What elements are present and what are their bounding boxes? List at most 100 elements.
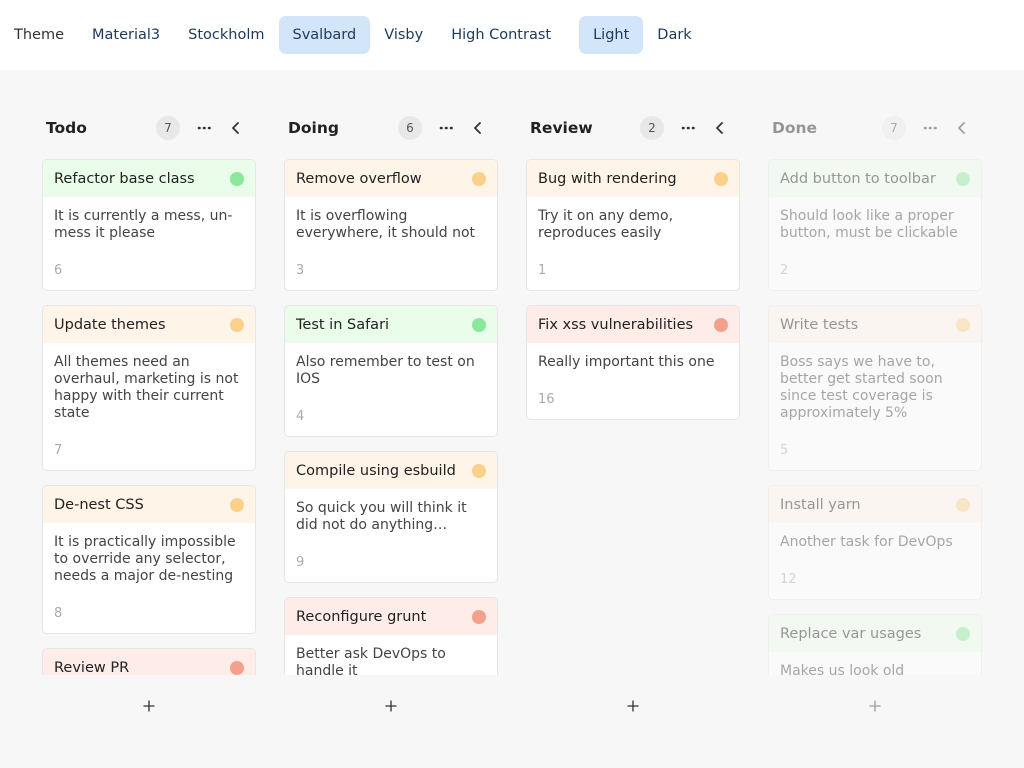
- status-dot: [230, 497, 244, 512]
- collapse-button[interactable]: [466, 116, 490, 140]
- status-dot: [472, 317, 486, 332]
- column-header: Done 7: [768, 110, 982, 146]
- card-header: Update themes: [43, 306, 255, 343]
- card[interactable]: Compile using esbuild So quick you will t…: [284, 451, 498, 583]
- card-header: Fix xss vulnerabilities: [527, 306, 739, 343]
- card-count: 7: [882, 116, 906, 140]
- theme-button[interactable]: High Contrast: [451, 27, 552, 43]
- card-text: It is overflowing everywhere, it should …: [296, 208, 476, 241]
- card-header: Write tests: [769, 306, 981, 343]
- card-title: De-nest CSS: [54, 496, 144, 513]
- card-text: Should look like a proper button, must b…: [780, 208, 958, 241]
- card-header: Install yarn: [769, 486, 981, 523]
- more-button[interactable]: [676, 116, 700, 140]
- card-body: Better ask DevOps to handle it: [285, 635, 497, 675]
- card[interactable]: Write tests Boss says we have to, better …: [768, 305, 982, 471]
- add-card-button[interactable]: [381, 696, 401, 716]
- card-text: Better ask DevOps to handle it: [296, 646, 446, 675]
- more-button[interactable]: [918, 116, 942, 140]
- card-title: Review PR: [54, 659, 130, 676]
- status-dot: [230, 317, 244, 332]
- theme-button[interactable]: Svalbard: [278, 16, 371, 54]
- card-title: Fix xss vulnerabilities: [538, 316, 694, 333]
- add-card-button[interactable]: [139, 696, 159, 716]
- add-card-button[interactable]: [623, 696, 643, 716]
- card-count: 2: [640, 116, 664, 140]
- status-dot: [472, 171, 486, 186]
- card-header: Add button to toolbar: [769, 160, 981, 197]
- card-body: So quick you will think it did not do an…: [285, 489, 497, 582]
- card-number: 3: [296, 263, 305, 278]
- column-header: Doing 6: [284, 110, 498, 146]
- card-number: 8: [54, 606, 63, 621]
- column: Todo 7 Refactor base class It is currently …: [42, 110, 256, 730]
- card[interactable]: Review PR: [42, 648, 256, 675]
- card-number: 7: [54, 443, 63, 458]
- card-title: Test in Safari: [296, 316, 390, 333]
- card-text: Really important this one: [538, 354, 715, 370]
- card[interactable]: Fix xss vulnerabilities Really important …: [526, 305, 740, 420]
- collapse-button[interactable]: [224, 116, 248, 140]
- collapse-button[interactable]: [708, 116, 732, 140]
- card-list: Bug with rendering Try it on any demo, re…: [526, 159, 740, 675]
- mode-button[interactable]: Dark: [657, 27, 692, 43]
- status-dot: [230, 660, 244, 675]
- status-dot: [472, 463, 486, 478]
- card-title: Replace var usages: [780, 625, 922, 642]
- card-header: Refactor base class: [43, 160, 255, 197]
- card-text: Also remember to test on IOS: [296, 354, 475, 387]
- more-button[interactable]: [192, 116, 216, 140]
- column-title: Doing: [288, 119, 339, 137]
- card-text: So quick you will think it did not do an…: [296, 500, 467, 533]
- card-number: 6: [54, 263, 63, 278]
- card-number: 2: [780, 263, 789, 278]
- card-body: Makes us look old: [769, 652, 981, 675]
- status-dot: [714, 317, 728, 332]
- card-header: Test in Safari: [285, 306, 497, 343]
- card-text: It is currently a mess, un-mess it pleas…: [54, 208, 233, 241]
- card-header: Review PR: [43, 649, 255, 675]
- theme-button[interactable]: Material3: [92, 27, 161, 43]
- card[interactable]: Bug with rendering Try it on any demo, re…: [526, 159, 740, 291]
- card[interactable]: Add button to toolbar Should look like a …: [768, 159, 982, 291]
- card[interactable]: Test in Safari Also remember to test on I…: [284, 305, 498, 437]
- more-button[interactable]: [434, 116, 458, 140]
- card-list: Refactor base class It is currently a mes…: [42, 159, 256, 675]
- card[interactable]: De-nest CSS It is practically impossible …: [42, 485, 256, 634]
- card-count: 6: [398, 116, 422, 140]
- card-title: Update themes: [54, 316, 166, 333]
- card-number: 5: [780, 443, 789, 458]
- card[interactable]: Update themes All themes need an overhaul…: [42, 305, 256, 471]
- card-title: Compile using esbuild: [296, 462, 456, 479]
- collapse-button[interactable]: [950, 116, 974, 140]
- card-title: Bug with rendering: [538, 170, 677, 187]
- card[interactable]: Install yarn Another task for DevOps 12: [768, 485, 982, 600]
- theme-button[interactable]: Visby: [384, 27, 424, 43]
- card[interactable]: Remove overflow It is overflowing everywh…: [284, 159, 498, 291]
- card[interactable]: Refactor base class It is currently a mes…: [42, 159, 256, 291]
- theme-button[interactable]: Stockholm: [188, 27, 265, 43]
- card[interactable]: Replace var usages Makes us look old: [768, 614, 982, 675]
- card-header: Replace var usages: [769, 615, 981, 652]
- card-number: 9: [296, 555, 305, 570]
- card-body: Another task for DevOps 12: [769, 523, 981, 599]
- card-title: Reconfigure grunt: [296, 608, 427, 625]
- column-title: Todo: [46, 119, 87, 137]
- card-text: Makes us look old: [780, 663, 905, 675]
- card-title: Install yarn: [780, 496, 861, 513]
- column: Done 7 Add button to toolbar Should look li…: [768, 110, 982, 730]
- card-header: Remove overflow: [285, 160, 497, 197]
- column-header: Review 2: [526, 110, 740, 146]
- card-body: Boss says we have to, better get started…: [769, 343, 981, 470]
- card-body: It is practically impossible to override…: [43, 523, 255, 633]
- card-title: Add button to toolbar: [780, 170, 936, 187]
- add-card-button[interactable]: [865, 696, 885, 716]
- card-number: 4: [296, 409, 305, 424]
- theme-label: Theme: [14, 27, 65, 43]
- card[interactable]: Reconfigure grunt Better ask DevOps to ha…: [284, 597, 498, 675]
- status-dot: [472, 609, 486, 624]
- mode-button[interactable]: Light: [579, 16, 644, 54]
- card-number: 12: [780, 572, 797, 587]
- card-text: Try it on any demo, reproduces easily: [538, 208, 674, 241]
